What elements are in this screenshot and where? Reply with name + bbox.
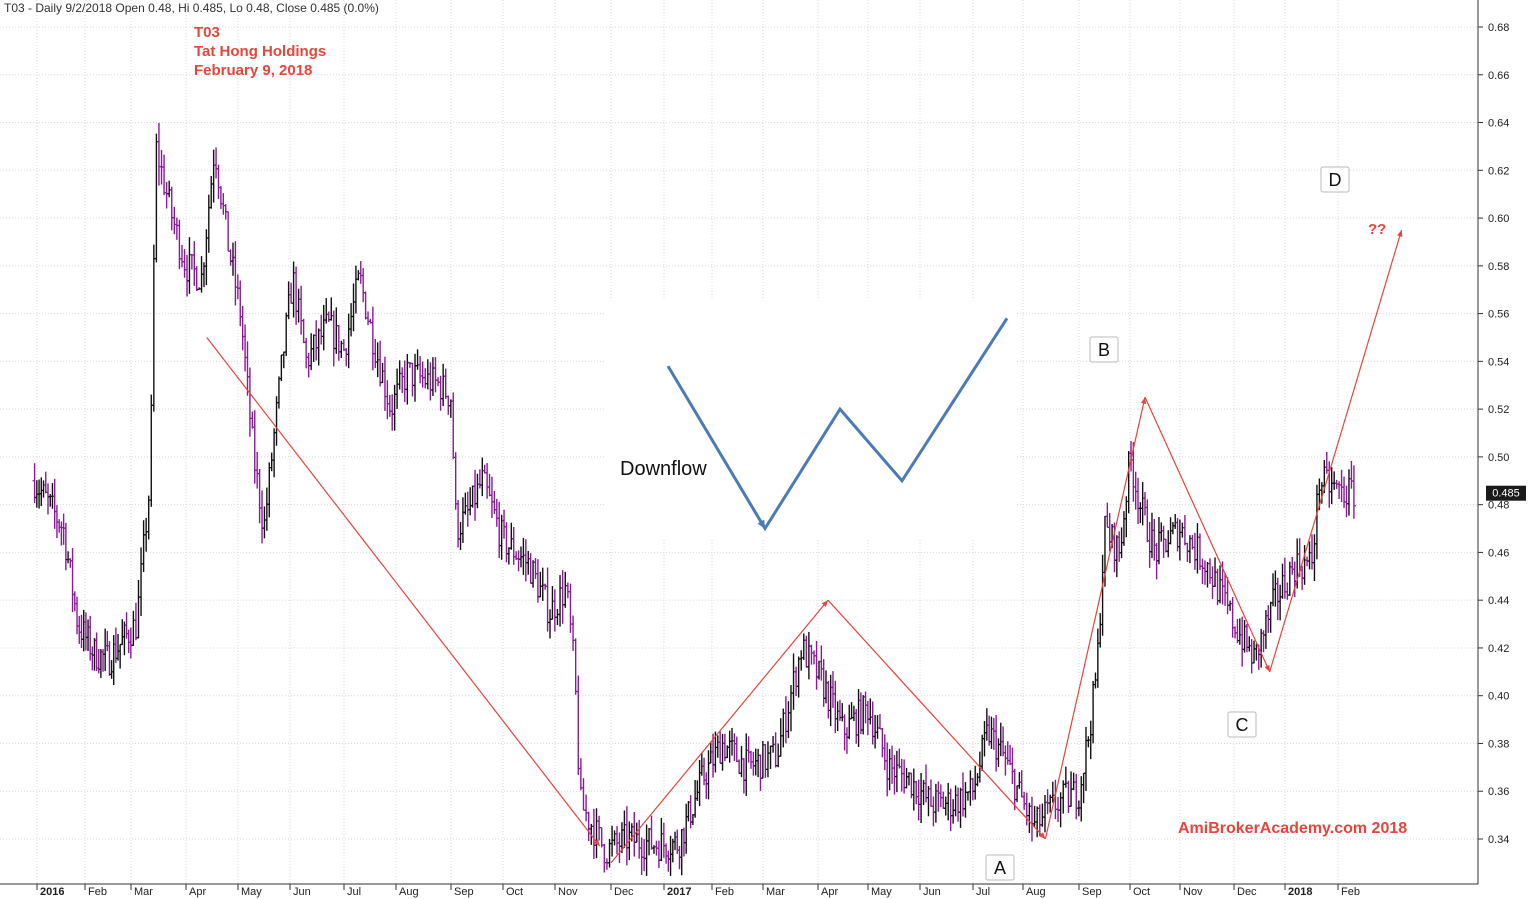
red-arrow-line xyxy=(1144,396,1271,673)
x-tick-label: Jun xyxy=(293,886,311,898)
y-tick-label: 0.66 xyxy=(1488,70,1509,82)
y-tick-label: 0.62 xyxy=(1488,165,1509,177)
x-tick-label: Sep xyxy=(1082,886,1102,898)
y-tick-label: 0.68 xyxy=(1488,22,1509,34)
y-tick-label: 0.36 xyxy=(1488,786,1509,798)
x-tick-label: Apr xyxy=(189,886,206,898)
x-tick-label: May xyxy=(241,886,262,898)
red-arrow-head xyxy=(1264,664,1270,672)
x-tick-label: Nov xyxy=(558,886,578,898)
red-arrow-line xyxy=(206,337,601,847)
title-date: February 9, 2018 xyxy=(194,62,312,79)
x-tick-label: Mar xyxy=(766,886,785,898)
w-pattern-line xyxy=(666,317,1009,532)
point-label-a: A xyxy=(985,854,1015,881)
y-tick-label: 0.52 xyxy=(1488,404,1509,416)
y-tick-label: 0.34 xyxy=(1488,834,1509,846)
annotation-clear-area xyxy=(606,300,1016,538)
y-tick-label: 0.46 xyxy=(1488,547,1509,559)
point-label-b-text: B xyxy=(1098,340,1110,360)
x-tick-label: Jun xyxy=(923,886,941,898)
x-tick-label: May xyxy=(871,886,892,898)
red-trend-lines xyxy=(206,229,1403,864)
x-tick-label: Jul xyxy=(347,886,361,898)
x-tick-label: Sep xyxy=(454,886,474,898)
x-tick-label: Jul xyxy=(976,886,990,898)
red-arrow-head xyxy=(1039,832,1046,839)
red-arrow-line xyxy=(610,599,829,864)
x-tick-label: 2018 xyxy=(1288,886,1312,898)
x-tick-label: Dec xyxy=(1237,886,1257,898)
y-tick-label: 0.54 xyxy=(1488,356,1509,368)
x-tick-label: Oct xyxy=(506,886,523,898)
ohlc-bars xyxy=(32,122,1356,876)
x-axis-ticks: 2016 Feb Mar Apr May Jun Jul Aug Sep Oct Nov Dec 201… xyxy=(36,884,1360,898)
red-arrow-head xyxy=(1397,230,1403,237)
horizontal-grid xyxy=(0,26,1478,840)
red-arrow-line xyxy=(1044,397,1146,840)
y-tick-label: 0.64 xyxy=(1488,118,1509,130)
point-label-c-text: C xyxy=(1236,715,1249,735)
y-tick-label: 0.48 xyxy=(1488,500,1509,512)
title-company: Tat Hong Holdings xyxy=(194,43,326,60)
red-arrow-head xyxy=(1140,397,1147,405)
point-label-c: C xyxy=(1227,711,1257,738)
x-tick-label: 2016 xyxy=(40,886,64,898)
y-axis-ticks: 0.34 0.36 0.38 0.40 0.42 0.44 0.46 0.48 0.50 0.52… xyxy=(1478,22,1509,846)
w-pattern-polyline xyxy=(666,317,1009,532)
point-label-a-text: A xyxy=(994,858,1006,878)
y-tick-label: 0.56 xyxy=(1488,309,1509,321)
point-label-b: B xyxy=(1089,336,1119,363)
point-label-d-text: D xyxy=(1329,170,1342,190)
x-tick-label: Dec xyxy=(614,886,634,898)
x-tick-label: Aug xyxy=(399,886,419,898)
y-tick-label: 0.44 xyxy=(1488,595,1509,607)
y-tick-label: 0.60 xyxy=(1488,213,1509,225)
red-arrow-head xyxy=(593,839,600,847)
ticker-info-line: T03 - Daily 9/2/2018 Open 0.48, Hi 0.485… xyxy=(4,1,379,15)
title-ticker: T03 xyxy=(194,24,220,41)
downflow-label: Downflow xyxy=(620,458,707,480)
watermark: AmiBrokerAcademy.com 2018 xyxy=(1178,820,1407,837)
x-tick-label: Nov xyxy=(1183,886,1203,898)
x-tick-label: Feb xyxy=(88,886,107,898)
point-label-d: D xyxy=(1320,166,1350,193)
x-tick-label: Oct xyxy=(1133,886,1150,898)
x-tick-label: Apr xyxy=(821,886,838,898)
last-price-badge: 0.485 xyxy=(1486,485,1526,501)
red-arrow-line xyxy=(1269,229,1403,672)
red-arrow-line xyxy=(827,599,1046,840)
y-tick-label: 0.58 xyxy=(1488,261,1509,273)
x-tick-label: Feb xyxy=(1341,886,1360,898)
w-pattern-arrowhead xyxy=(757,519,765,529)
red-arrow-head xyxy=(821,600,828,607)
x-tick-label: Mar xyxy=(134,886,153,898)
y-tick-label: 0.50 xyxy=(1488,452,1509,464)
y-tick-label: 0.42 xyxy=(1488,643,1509,655)
x-tick-label: Aug xyxy=(1026,886,1046,898)
last-price-text: 0.485 xyxy=(1492,488,1520,500)
y-tick-label: 0.40 xyxy=(1488,691,1509,703)
x-tick-label: 2017 xyxy=(667,886,691,898)
y-tick-label: 0.38 xyxy=(1488,738,1509,750)
x-tick-label: Feb xyxy=(715,886,734,898)
ohlc-bar xyxy=(1351,465,1356,519)
question-label: ?? xyxy=(1368,221,1386,238)
